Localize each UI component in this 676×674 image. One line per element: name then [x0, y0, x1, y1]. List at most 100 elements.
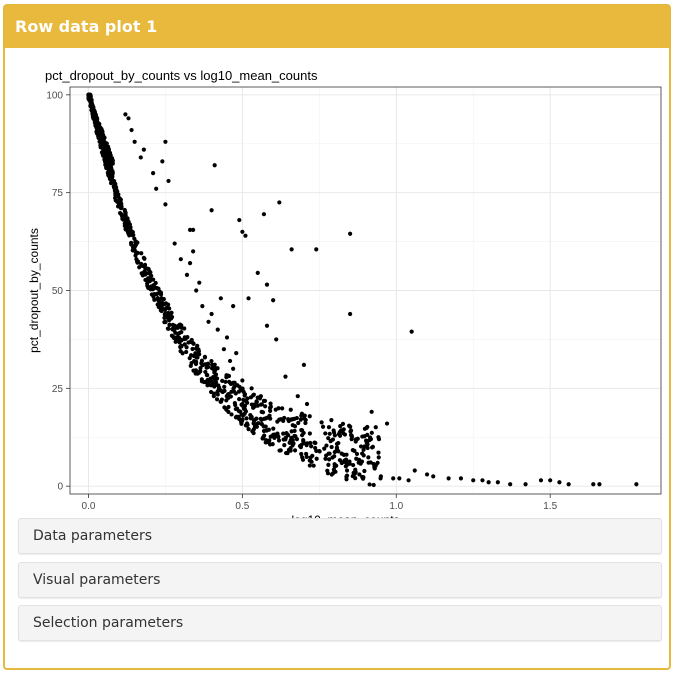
data-point	[371, 482, 376, 488]
data-point	[360, 451, 365, 456]
data-point	[222, 405, 227, 410]
scatter-plot[interactable]: pct_dropout_by_counts vs log10_mean_coun…	[18, 58, 662, 520]
data-point	[591, 482, 596, 487]
data-point	[202, 354, 208, 359]
data-point	[165, 302, 171, 307]
data-point	[358, 444, 364, 449]
data-point	[406, 478, 411, 483]
data-point	[176, 323, 182, 328]
data-point	[245, 422, 250, 427]
data-point	[199, 377, 204, 382]
y-axis-ticks: 0 25 50 75 100	[46, 90, 70, 493]
data-point	[133, 240, 138, 245]
data-point	[297, 443, 303, 449]
data-point	[249, 414, 254, 420]
data-point	[203, 379, 208, 385]
data-point	[142, 270, 148, 275]
data-point	[277, 448, 282, 453]
data-point	[289, 429, 294, 434]
data-point	[162, 312, 167, 317]
data-point	[368, 437, 374, 442]
data-point	[191, 227, 196, 232]
data-point	[365, 432, 370, 438]
data-point	[329, 417, 334, 423]
data-point	[88, 100, 93, 105]
data-point	[271, 426, 276, 431]
data-point	[258, 402, 264, 407]
data-point	[215, 392, 220, 397]
data-point	[108, 175, 113, 180]
data-point	[120, 216, 125, 221]
data-point	[204, 372, 209, 378]
data-point	[369, 445, 375, 450]
data-point	[327, 451, 332, 456]
data-point	[177, 340, 182, 345]
data-point	[268, 442, 273, 447]
visual-parameters-accordion[interactable]: Visual parameters	[18, 562, 662, 598]
data-point	[195, 343, 200, 348]
data-point	[194, 288, 199, 293]
data-point	[146, 276, 151, 281]
data-point	[424, 472, 430, 477]
data-point	[159, 308, 164, 314]
data-point	[276, 438, 282, 443]
data-point	[184, 349, 189, 355]
data-point	[113, 191, 118, 196]
data-point	[198, 369, 203, 374]
data-point	[290, 423, 295, 428]
data-point	[264, 282, 270, 287]
chart-title: pct_dropout_by_counts vs log10_mean_coun…	[45, 68, 318, 83]
data-point	[191, 249, 196, 254]
data-point	[261, 398, 266, 403]
data-point	[283, 374, 288, 379]
data-point	[186, 340, 191, 345]
data-point	[143, 277, 148, 283]
data-point	[314, 247, 319, 252]
data-point	[103, 163, 109, 168]
data-point	[240, 413, 246, 418]
data-point	[200, 363, 205, 368]
x-tick-label: 1.5	[543, 501, 557, 512]
data-point	[125, 216, 130, 221]
data-point	[341, 452, 347, 457]
data-point	[261, 428, 267, 434]
data-point	[299, 451, 304, 457]
data-point	[232, 384, 237, 389]
data-point	[249, 386, 254, 391]
data-point	[167, 322, 172, 327]
data-point	[163, 139, 168, 144]
data-point	[326, 436, 331, 441]
data-point	[281, 431, 286, 436]
data-point	[367, 482, 372, 487]
data-point	[240, 378, 245, 383]
data-parameters-accordion[interactable]: Data parameters	[18, 518, 662, 554]
data-point	[308, 455, 313, 460]
selection-parameters-accordion[interactable]: Selection parameters	[18, 605, 662, 641]
data-point	[154, 186, 159, 191]
data-point	[275, 431, 280, 436]
data-point	[290, 437, 295, 443]
data-point	[276, 406, 281, 411]
data-point	[158, 305, 163, 310]
data-point	[323, 456, 328, 461]
data-point	[226, 404, 231, 410]
data-point	[354, 456, 359, 461]
data-point	[239, 417, 244, 423]
data-point	[220, 378, 225, 383]
x-axis-label: log10_mean_counts	[291, 513, 399, 520]
data-point	[172, 241, 177, 246]
data-point	[151, 170, 156, 176]
data-point	[294, 415, 299, 421]
data-point	[362, 468, 367, 474]
data-point	[251, 392, 256, 397]
data-point	[495, 480, 500, 485]
data-point	[212, 376, 217, 381]
data-point	[254, 422, 259, 427]
data-point	[376, 450, 381, 455]
data-point	[289, 417, 294, 422]
data-point	[135, 250, 140, 256]
data-point	[523, 482, 528, 487]
data-point	[350, 448, 355, 453]
data-point	[597, 482, 602, 487]
data-point	[149, 273, 154, 278]
